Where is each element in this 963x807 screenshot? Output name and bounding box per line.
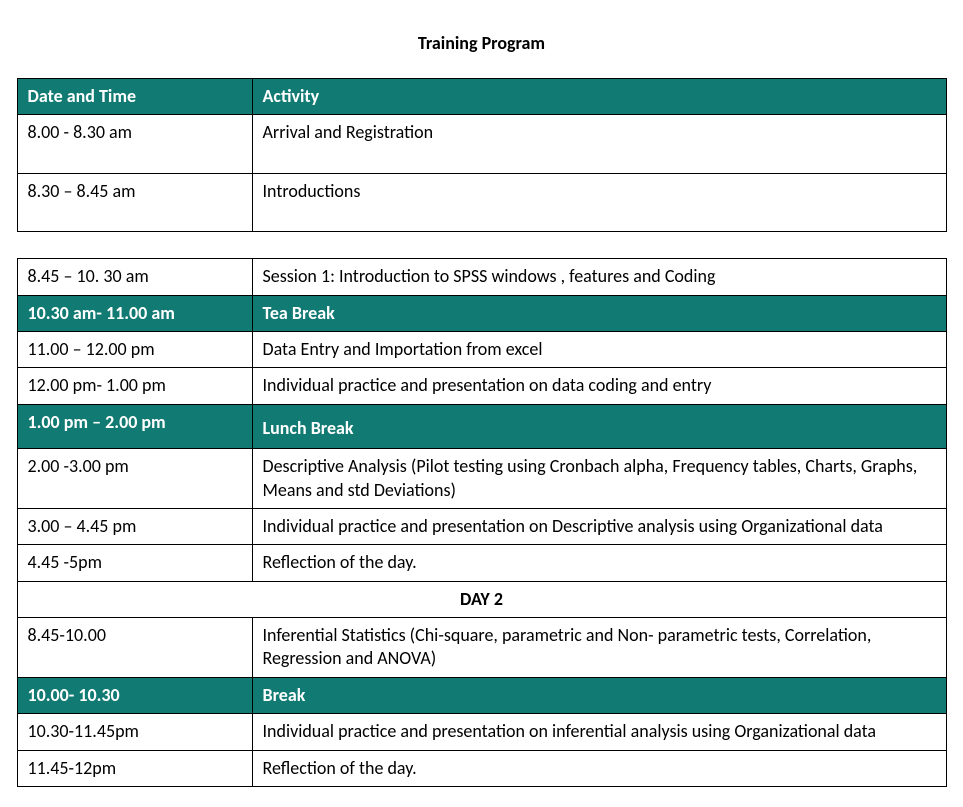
table-row: 4.45 -5pm Reflection of the day. bbox=[17, 545, 946, 581]
cell-activity: Individual practice and presentation on … bbox=[252, 368, 946, 404]
table-row: 10.30-11.45pm Individual practice and pr… bbox=[17, 714, 946, 750]
header-time: Date and Time bbox=[17, 79, 252, 115]
header-activity: Activity bbox=[252, 79, 946, 115]
page-title: Training Program bbox=[15, 32, 948, 54]
table-row: 8.30 – 8.45 am Introductions bbox=[17, 173, 946, 231]
cell-activity: Introductions bbox=[252, 173, 946, 231]
table-row: 12.00 pm- 1.00 pm Individual practice an… bbox=[17, 368, 946, 404]
table-header-row: Date and Time Activity bbox=[17, 79, 946, 115]
cell-activity: Lunch Break bbox=[252, 404, 946, 448]
day-label: DAY 2 bbox=[17, 581, 946, 617]
break-row: 10.00- 10.30 Break bbox=[17, 677, 946, 713]
cell-time: 8.45-10.00 bbox=[17, 618, 252, 678]
day-header-row: DAY 2 bbox=[17, 581, 946, 617]
table-row: 8.45 – 10. 30 am Session 1: Introduction… bbox=[17, 259, 946, 295]
cell-time: 8.30 – 8.45 am bbox=[17, 173, 252, 231]
cell-time: 8.00 - 8.30 am bbox=[17, 115, 252, 173]
cell-activity: Reflection of the day. bbox=[252, 750, 946, 786]
cell-activity: Individual practice and presentation on … bbox=[252, 714, 946, 750]
cell-time: 12.00 pm- 1.00 pm bbox=[17, 368, 252, 404]
cell-time: 11.45-12pm bbox=[17, 750, 252, 786]
table-row: 11.45-12pm Reflection of the day. bbox=[17, 750, 946, 786]
spacer bbox=[15, 232, 948, 258]
schedule-table-2: 8.45 – 10. 30 am Session 1: Introduction… bbox=[17, 258, 947, 787]
cell-activity: Inferential Statistics (Chi-square, para… bbox=[252, 618, 946, 678]
schedule-table-1: Date and Time Activity 8.00 - 8.30 am Ar… bbox=[17, 78, 947, 232]
table-row: 8.00 - 8.30 am Arrival and Registration bbox=[17, 115, 946, 173]
cell-time: 4.45 -5pm bbox=[17, 545, 252, 581]
break-row: 10.30 am- 11.00 am Tea Break bbox=[17, 295, 946, 331]
cell-time: 8.45 – 10. 30 am bbox=[17, 259, 252, 295]
table-row: 2.00 -3.00 pm Descriptive Analysis (Pilo… bbox=[17, 449, 946, 509]
table-row: 11.00 – 12.00 pm Data Entry and Importat… bbox=[17, 331, 946, 367]
cell-activity: Individual practice and presentation on … bbox=[252, 508, 946, 544]
break-row: 1.00 pm – 2.00 pm Lunch Break bbox=[17, 404, 946, 448]
cell-time: 11.00 – 12.00 pm bbox=[17, 331, 252, 367]
cell-time: 1.00 pm – 2.00 pm bbox=[17, 404, 252, 448]
cell-activity: Descriptive Analysis (Pilot testing usin… bbox=[252, 449, 946, 509]
cell-activity: Arrival and Registration bbox=[252, 115, 946, 173]
cell-time: 3.00 – 4.45 pm bbox=[17, 508, 252, 544]
table-row: 8.45-10.00 Inferential Statistics (Chi-s… bbox=[17, 618, 946, 678]
table-row: 3.00 – 4.45 pm Individual practice and p… bbox=[17, 508, 946, 544]
cell-time: 10.30-11.45pm bbox=[17, 714, 252, 750]
cell-activity: Tea Break bbox=[252, 295, 946, 331]
cell-time: 10.00- 10.30 bbox=[17, 677, 252, 713]
cell-activity: Reflection of the day. bbox=[252, 545, 946, 581]
cell-time: 2.00 -3.00 pm bbox=[17, 449, 252, 509]
cell-time: 10.30 am- 11.00 am bbox=[17, 295, 252, 331]
cell-activity: Session 1: Introduction to SPSS windows … bbox=[252, 259, 946, 295]
cell-activity: Break bbox=[252, 677, 946, 713]
cell-activity: Data Entry and Importation from excel bbox=[252, 331, 946, 367]
